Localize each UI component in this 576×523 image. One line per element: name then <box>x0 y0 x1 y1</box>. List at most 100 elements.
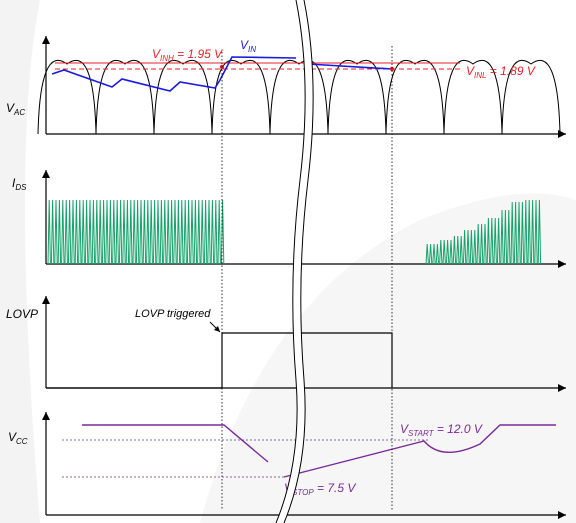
ids-pulse <box>479 223 484 265</box>
lovp-triggered-note: LOVP triggered <box>135 308 211 320</box>
ids-pulse <box>507 209 511 265</box>
ids-pulse <box>524 199 528 265</box>
ids-pulse <box>129 199 133 265</box>
ids-pulse <box>54 199 58 265</box>
time-break <box>275 0 314 523</box>
ids-pulse <box>186 199 191 265</box>
ids-pulse <box>159 199 164 265</box>
ids-pulse <box>435 243 440 265</box>
ids-pulse <box>442 239 446 265</box>
ids-pulse <box>125 199 130 265</box>
vstart-label: VSTART = 12.0 V <box>400 422 483 438</box>
time-break-fill <box>276 0 314 523</box>
vin-envelope <box>51 56 297 92</box>
vac-waveform <box>37 59 561 135</box>
ids-pulse <box>98 199 102 265</box>
ids-pulse <box>428 243 433 265</box>
ids-pulse <box>156 199 160 265</box>
ids-pulse <box>132 199 136 265</box>
vac-panel: VAC VINH = 1.95 V VIN VINL = 1.89 V <box>6 36 566 138</box>
ids-pulse <box>81 199 85 265</box>
ids-pulse <box>50 199 55 265</box>
ids-pulse <box>95 199 99 265</box>
time-break-line-left <box>275 0 306 523</box>
vinl-crossing-marker <box>389 66 395 72</box>
ids-pulse <box>115 199 119 265</box>
ids-pulse <box>439 239 443 265</box>
ids-pulse <box>490 217 494 265</box>
vac-y-arrow <box>42 36 50 44</box>
ids-pulse <box>459 235 463 265</box>
vinl-label: VINL = 1.89 V <box>466 64 536 80</box>
ids-pulse <box>210 199 215 265</box>
ids-pulse <box>180 199 184 265</box>
vac-half-wave <box>37 59 97 135</box>
ids-panel: IDS <box>12 170 566 268</box>
vac-half-wave <box>153 59 213 135</box>
ids-pulse <box>166 199 170 265</box>
ids-pulse <box>207 199 211 265</box>
ids-pulse <box>203 199 208 265</box>
ids-pulse <box>214 199 218 265</box>
ids-pulse <box>537 199 542 265</box>
ids-pulse <box>476 223 480 265</box>
ids-pulse <box>510 201 514 265</box>
ids-pulse <box>500 209 504 265</box>
ids-pulse <box>91 199 96 265</box>
ids-pulse <box>64 199 68 265</box>
ids-x-arrow <box>558 260 566 268</box>
ids-pulse <box>452 235 457 265</box>
ids-pulse <box>163 199 167 265</box>
ids-pulse <box>200 199 204 265</box>
ids-label: IDS <box>12 176 27 192</box>
lovp-x-arrow <box>558 384 566 392</box>
vcc-label: VCC <box>8 430 28 446</box>
ids-pulse <box>47 199 51 265</box>
ids-pulse <box>135 199 140 265</box>
ids-pulse <box>530 199 535 265</box>
ids-pulse <box>57 199 62 265</box>
vac-half-wave <box>269 59 329 135</box>
time-break-line-right <box>283 0 314 523</box>
vcc-y-arrow <box>42 412 50 420</box>
ids-pulse <box>197 199 201 265</box>
vin-label: VIN <box>240 38 256 54</box>
ids-pulse <box>139 199 143 265</box>
ids-pulse <box>67 199 72 265</box>
ids-pulse <box>142 199 147 265</box>
background-swoosh-right <box>200 193 576 523</box>
lovp-pointer-arrow <box>214 326 220 332</box>
background-swoosh-left <box>0 0 40 523</box>
vac-half-wave <box>443 59 503 135</box>
ids-pulse <box>101 199 106 265</box>
ids-pulse <box>217 199 221 265</box>
vac-x-arrow <box>558 130 566 138</box>
vac-half-wave <box>385 59 445 135</box>
ids-pulse <box>122 199 126 265</box>
ids-pulse <box>88 199 92 265</box>
ids-pulse <box>193 199 198 265</box>
ids-pulse <box>493 217 497 265</box>
ids-pulse <box>473 229 477 265</box>
ids-pulse <box>456 235 460 265</box>
lovp-y-arrow <box>42 296 50 304</box>
vac-half-wave <box>501 59 561 135</box>
ids-pulse <box>105 199 109 265</box>
ids-pulse <box>527 199 531 265</box>
ids-pulse <box>517 201 521 265</box>
vcc-waveform <box>82 424 556 478</box>
ids-pulse <box>449 239 453 265</box>
ids-pulse <box>486 217 491 265</box>
ids-pulse <box>71 199 75 265</box>
ids-pulse <box>425 243 429 265</box>
ids-pulse <box>112 199 116 265</box>
ids-pulse <box>503 209 508 265</box>
ids-pulse <box>118 199 123 265</box>
ids-pulse <box>108 199 113 265</box>
ids-pulse <box>466 229 470 265</box>
ids-pulse <box>469 229 474 265</box>
ids-pulse <box>513 201 518 265</box>
vac-label: VAC <box>6 101 25 117</box>
vac-half-wave <box>95 59 155 135</box>
